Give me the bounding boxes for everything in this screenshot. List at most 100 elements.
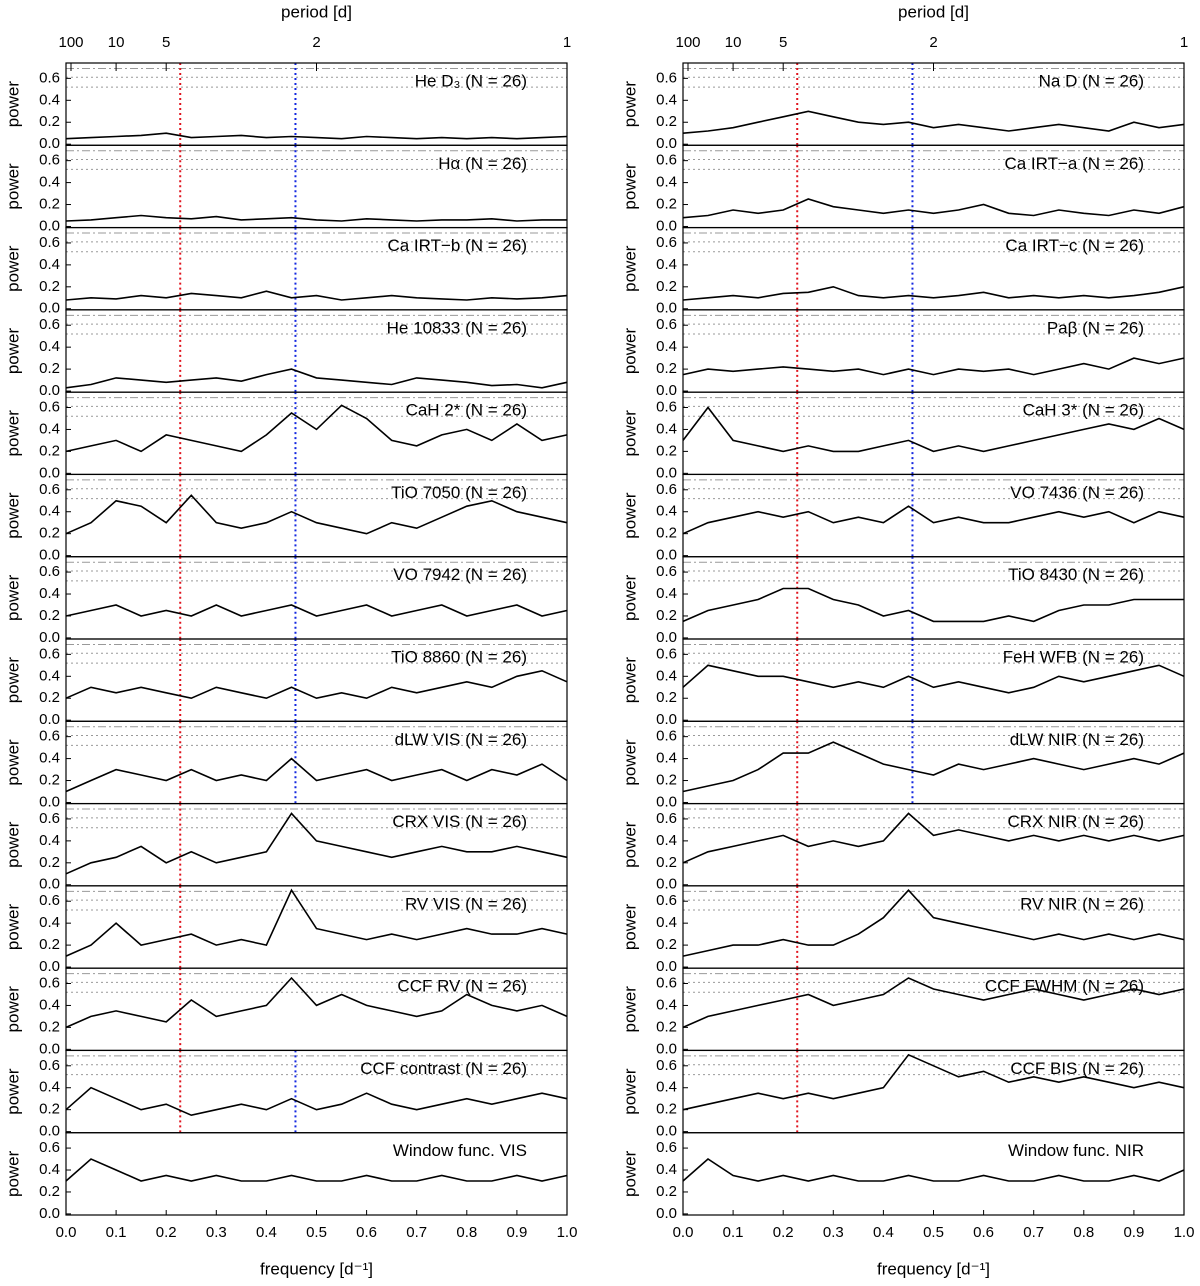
y-tick-label: 0.4 xyxy=(39,585,60,602)
y-tick-label: 0.0 xyxy=(39,382,60,399)
x-tick-label: 0.9 xyxy=(1123,1224,1144,1241)
y-tick-label: 0.6 xyxy=(39,398,60,415)
y-tick-label: 0.4 xyxy=(39,996,60,1013)
x2-tick-label: 2 xyxy=(929,34,937,51)
y-axis-label: power xyxy=(620,1150,639,1197)
y-axis-label: power xyxy=(620,739,639,786)
y-axis-label: power xyxy=(620,81,639,128)
x-tick-label: 0.1 xyxy=(723,1224,744,1241)
y-tick-label: 0.2 xyxy=(656,360,677,377)
y-tick-label: 0.6 xyxy=(656,481,677,498)
y-tick-label: 0.0 xyxy=(656,300,677,317)
panel-title: He 10833 (N = 26) xyxy=(387,318,527,337)
panel-title: TiO 8860 (N = 26) xyxy=(391,647,527,666)
y-tick-label: 0.6 xyxy=(656,728,677,745)
periodogram xyxy=(65,404,568,453)
y-tick-label: 0.6 xyxy=(39,645,60,662)
y-tick-label: 0.2 xyxy=(39,1101,60,1118)
y-tick-label: 0.0 xyxy=(39,547,60,564)
y-axis-label: power xyxy=(3,328,22,375)
panel-title: CCF RV (N = 26) xyxy=(397,977,527,996)
y-axis-label: power xyxy=(3,986,22,1033)
y-tick-label: 0.2 xyxy=(39,689,60,706)
y-tick-label: 0.0 xyxy=(39,1123,60,1140)
y-tick-label: 0.4 xyxy=(656,256,677,273)
panel-title: TiO 8430 (N = 26) xyxy=(1008,565,1144,584)
y-tick-label: 0.2 xyxy=(656,936,677,953)
y-tick-label: 0.2 xyxy=(39,525,60,542)
periodogram xyxy=(682,198,1185,219)
y-tick-label: 0.4 xyxy=(656,91,677,108)
y-tick-label: 0.2 xyxy=(39,607,60,624)
x2-tick-label: 1 xyxy=(1180,34,1188,51)
panel-title: Window func. VIS xyxy=(393,1141,527,1160)
x-tick-label: 0.4 xyxy=(256,1224,277,1241)
x-tick-label: 0.0 xyxy=(56,1224,77,1241)
y-tick-label: 0.0 xyxy=(656,1205,677,1222)
y-tick-label: 0.6 xyxy=(39,892,60,909)
y-tick-label: 0.0 xyxy=(39,1205,60,1222)
periodogram xyxy=(682,285,1185,301)
periodogram xyxy=(65,669,568,700)
x2-axis-label: period [d] xyxy=(281,2,352,21)
x-tick-label: 0.0 xyxy=(673,1224,694,1241)
y-axis-label: power xyxy=(620,986,639,1033)
periodogram xyxy=(682,406,1185,453)
x-tick-label: 0.4 xyxy=(873,1224,894,1241)
y-axis-label: power xyxy=(3,163,22,210)
y-tick-label: 0.4 xyxy=(656,174,677,191)
y-tick-label: 0.4 xyxy=(39,914,60,931)
y-tick-label: 0.4 xyxy=(656,420,677,437)
y-tick-label: 0.2 xyxy=(656,113,677,130)
panel-title: CRX VIS (N = 26) xyxy=(392,812,527,831)
periodogram xyxy=(65,604,568,617)
x2-tick-label: 100 xyxy=(675,34,700,51)
y-tick-label: 0.4 xyxy=(39,256,60,273)
y-axis-label: power xyxy=(3,81,22,128)
y-tick-label: 0.4 xyxy=(39,750,60,767)
panel-title: Window func. NIR xyxy=(1008,1141,1144,1160)
x2-tick-label: 10 xyxy=(108,34,125,51)
y-axis-label: power xyxy=(3,739,22,786)
periodogram xyxy=(682,977,1185,1029)
y-tick-label: 0.2 xyxy=(656,196,677,213)
periodogram xyxy=(682,505,1185,535)
panel-title: CaH 2* (N = 26) xyxy=(406,401,527,420)
periodogram xyxy=(682,812,1185,864)
y-tick-label: 0.6 xyxy=(656,563,677,580)
y-tick-label: 0.2 xyxy=(39,113,60,130)
panel-title: Ca IRT−c (N = 26) xyxy=(1005,236,1144,255)
y-axis-label: power xyxy=(3,574,22,621)
periodogram xyxy=(65,132,568,140)
y-tick-label: 0.2 xyxy=(39,936,60,953)
y-tick-label: 0.2 xyxy=(39,1183,60,1200)
y-tick-label: 0.0 xyxy=(39,1040,60,1057)
x-tick-label: 0.8 xyxy=(456,1224,477,1241)
y-tick-label: 0.4 xyxy=(39,174,60,191)
periodogram xyxy=(65,368,568,389)
y-axis-label: power xyxy=(620,574,639,621)
x-tick-label: 0.6 xyxy=(356,1224,377,1241)
y-tick-label: 0.6 xyxy=(39,810,60,827)
y-axis-label: power xyxy=(3,657,22,704)
y-tick-label: 0.0 xyxy=(656,382,677,399)
x-tick-label: 0.3 xyxy=(206,1224,227,1241)
y-tick-label: 0.4 xyxy=(656,338,677,355)
panel-title: dLW NIR (N = 26) xyxy=(1010,730,1144,749)
y-axis-label: power xyxy=(3,1150,22,1197)
periodogram xyxy=(65,888,568,957)
x2-tick-label: 2 xyxy=(312,34,320,51)
y-tick-label: 0.6 xyxy=(39,152,60,169)
y-tick-label: 0.0 xyxy=(39,135,60,152)
panel-title: VO 7436 (N = 26) xyxy=(1010,483,1144,502)
periodogram xyxy=(65,290,568,301)
y-tick-label: 0.0 xyxy=(656,793,677,810)
x-tick-label: 0.6 xyxy=(973,1224,994,1241)
y-axis-label: power xyxy=(620,245,639,292)
y-tick-label: 0.4 xyxy=(39,1079,60,1096)
y-tick-label: 0.0 xyxy=(656,958,677,975)
panel-title: VO 7942 (N = 26) xyxy=(393,565,527,584)
y-axis-label: power xyxy=(620,1068,639,1115)
periodogram xyxy=(682,357,1185,376)
y-tick-label: 0.0 xyxy=(39,793,60,810)
